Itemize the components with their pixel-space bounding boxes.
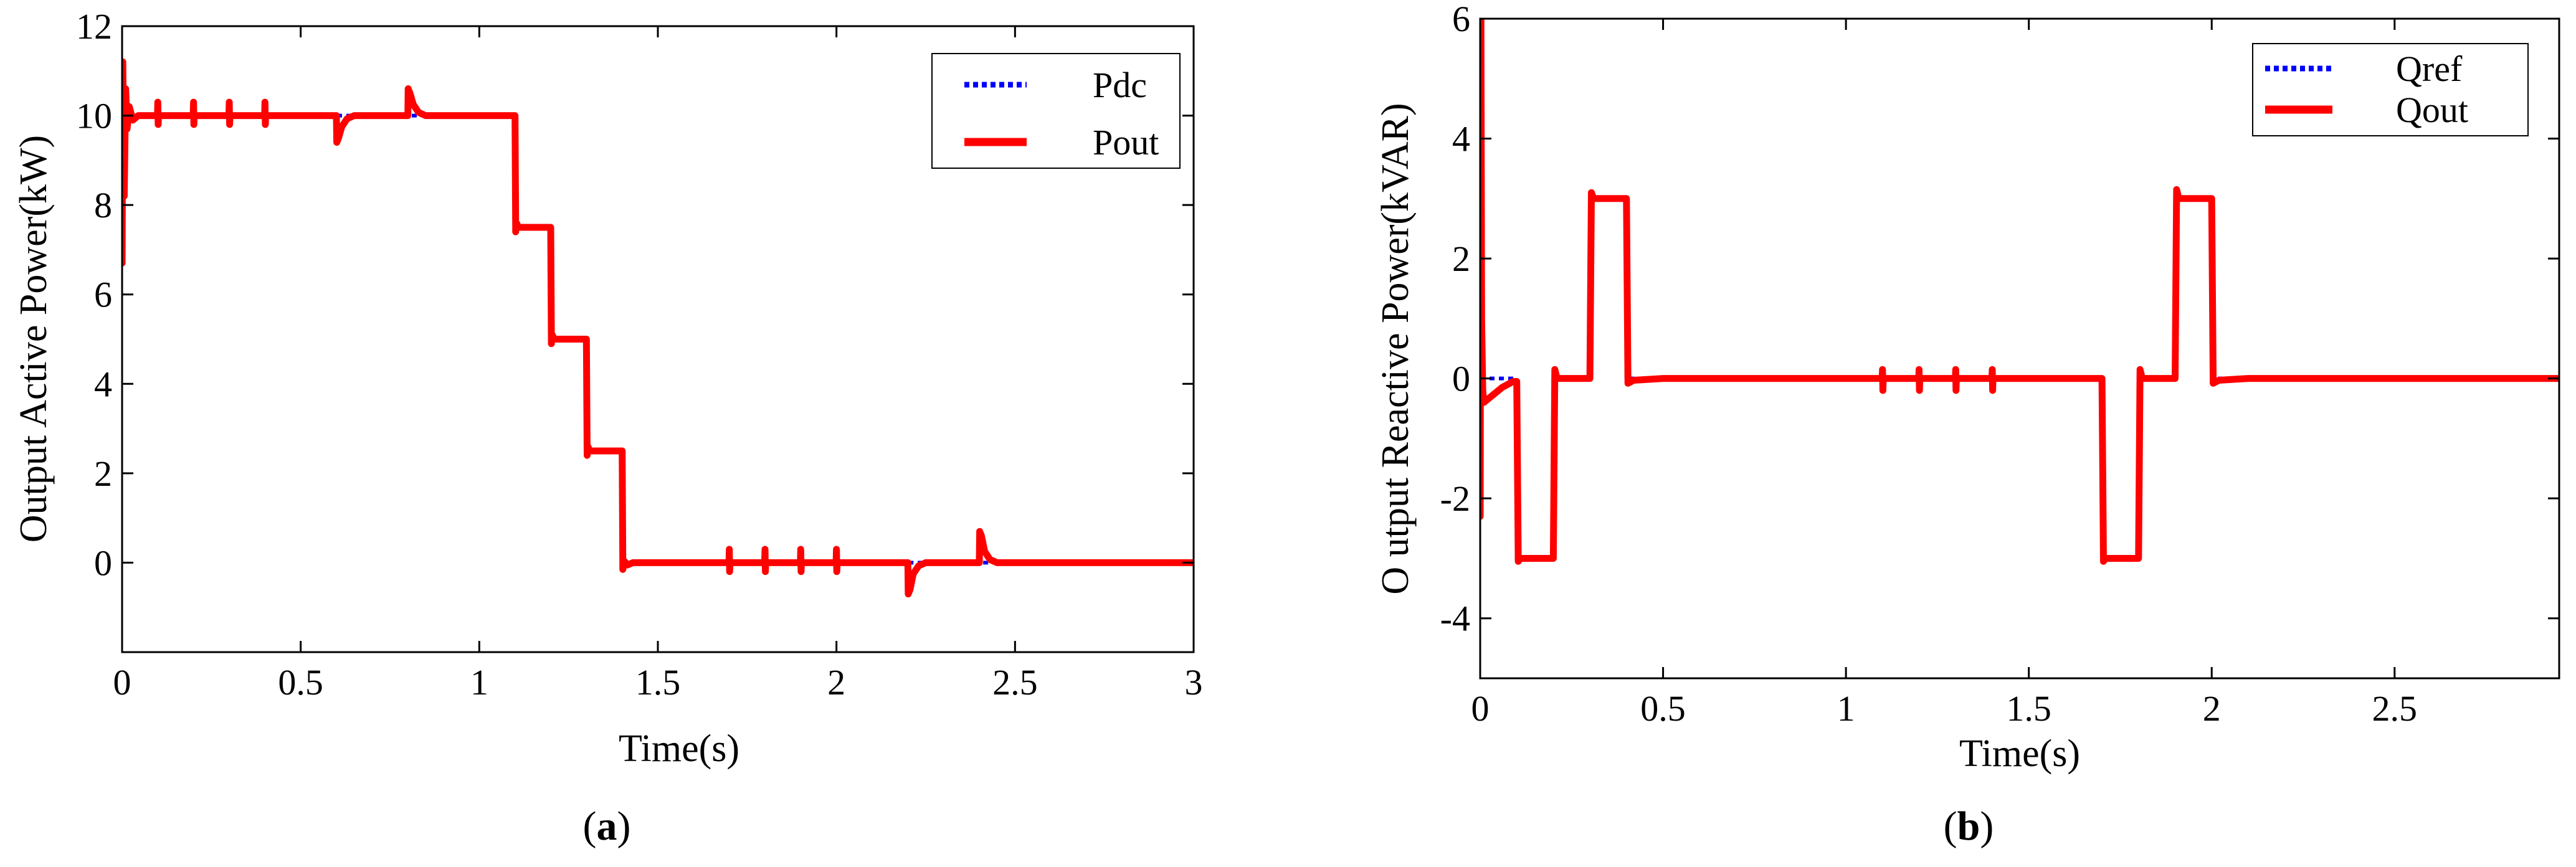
chart-b-x-axis-label: Time(s) (1959, 732, 2080, 775)
chart-b-caption-letter: b (1957, 803, 1980, 849)
chart-a-x-tick-label-5: 2.5 (992, 662, 1038, 703)
chart-b-y-axis-label: O utput Reactive Power(kVAR) (1374, 103, 1417, 594)
chart-b-x-tick-label-1: 0.5 (1640, 688, 1686, 729)
chart-b-ticks: 0 0.5 1 1.5 2 2.5 -4 -2 0 2 4 6 (1440, 0, 2559, 729)
chart-b-x-tick-label-2: 1 (1837, 688, 1855, 729)
chart-a-x-tick-label-6: 3 (1185, 662, 1203, 703)
chart-b-x-tick-label-3: 1.5 (2006, 688, 2051, 729)
chart-a-y-tick-label-1: 2 (94, 453, 112, 494)
chart-a-x-tick-label-1: 0.5 (278, 662, 323, 703)
chart-b-x-tick-label-4: 2 (2203, 688, 2221, 729)
chart-b-plot-frame (1479, 17, 2560, 680)
chart-a-x-tick-label-0: 0 (113, 662, 131, 703)
chart-b-y-tick-label-1: -2 (1440, 478, 1470, 519)
chart-b-legend-box (2252, 43, 2529, 136)
chart-a-x-tick-label-3: 1.5 (635, 662, 681, 703)
chart-b: 0 0.5 1 1.5 2 2.5 -4 -2 0 2 4 6 Time(s) O utput Rea… (1374, 0, 2560, 849)
chart-a-y-tick-label-6: 12 (76, 6, 112, 47)
chart-b-series-qout-line (1480, 19, 2559, 565)
chart-a-legend-label-pdc: Pdc (1093, 65, 1147, 105)
chart-b-y-tick-label-3: 2 (1452, 239, 1470, 279)
chart-a-y-axis-label: Output Active Power(kW) (12, 135, 55, 542)
chart-b-series-layer (1480, 19, 2559, 565)
chart-a-caption: (a) (583, 803, 631, 849)
chart-a-y-tick-label-3: 6 (94, 275, 112, 315)
chart-b-x-tick-label-5: 2.5 (2372, 688, 2418, 729)
chart-a-ticks: 0 0.5 1 1.5 2 2.5 3 0 2 4 6 8 10 12 (76, 6, 1203, 703)
chart-a-y-tick-label-2: 4 (94, 364, 112, 404)
chart-b-y-tick-label-5: 6 (1452, 0, 1470, 39)
chart-a-y-tick-label-5: 10 (76, 96, 112, 136)
chart-a-y-tick-label-4: 8 (94, 185, 112, 225)
chart-b-caption: (b) (1944, 803, 1994, 849)
chart-b-y-tick-label-4: 4 (1452, 119, 1470, 159)
chart-b-legend-label-qout: Qout (2396, 90, 2468, 130)
chart-a-y-tick-label-0: 0 (94, 542, 112, 583)
chart-b-y-tick-label-0: -4 (1440, 599, 1470, 639)
chart-a-caption-letter: a (597, 803, 617, 849)
chart-a-series-pout-line (122, 58, 1194, 598)
chart-b-y-tick-label-2: 0 (1452, 359, 1470, 399)
chart-a-legend-label-pout: Pout (1093, 122, 1159, 163)
chart-a-x-tick-label-2: 1 (470, 662, 488, 703)
chart-b-legend: Qref Qout (2252, 43, 2529, 136)
chart-a-series-layer (122, 58, 1194, 598)
chart-a-legend: Pdc Pout (931, 53, 1181, 169)
chart-a: 0 0.5 1 1.5 2 2.5 3 0 2 4 6 8 10 12 Time(s) Output Ac… (12, 6, 1203, 849)
chart-b-legend-label-qref: Qref (2396, 49, 2463, 89)
chart-b-x-tick-label-0: 0 (1471, 688, 1490, 729)
chart-a-legend-box (931, 53, 1181, 169)
chart-a-x-axis-label: Time(s) (619, 727, 739, 770)
chart-a-x-tick-label-4: 2 (827, 662, 845, 703)
